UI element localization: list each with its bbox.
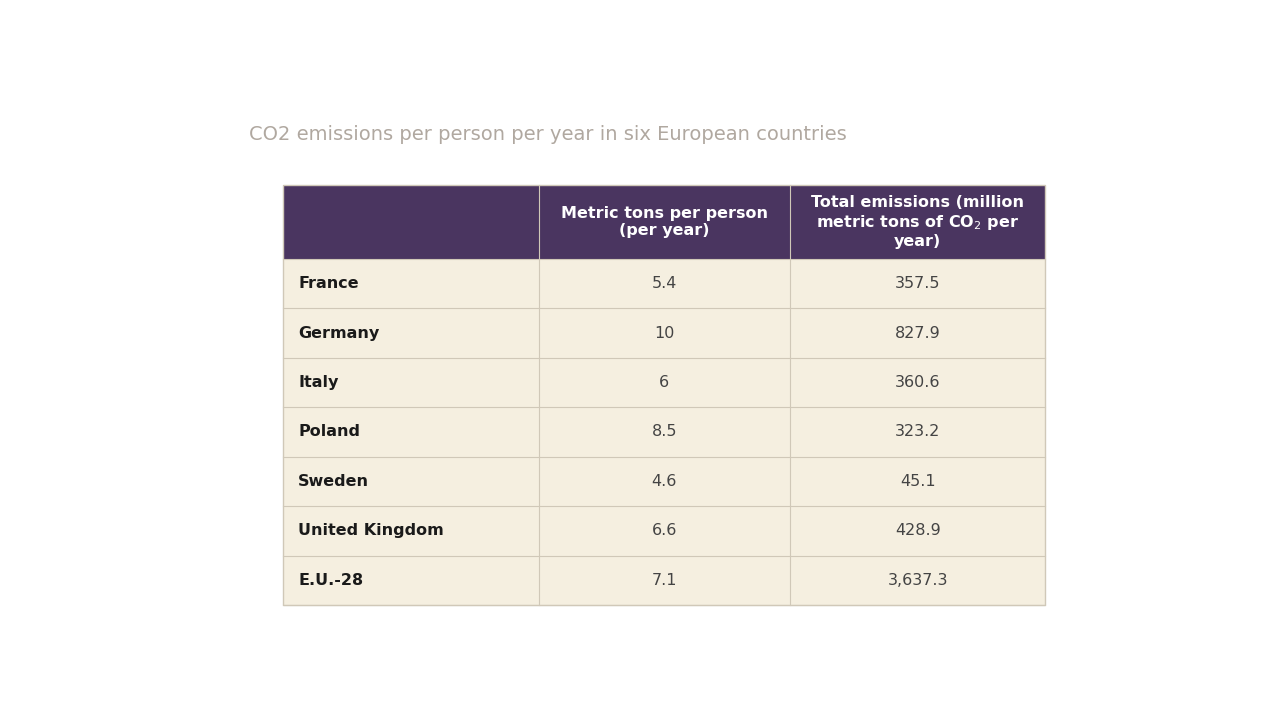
Text: Germany: Germany [299, 326, 379, 341]
Text: 827.9: 827.9 [895, 326, 941, 341]
Text: 357.5: 357.5 [895, 276, 940, 291]
Text: 6.6: 6.6 [651, 523, 677, 538]
Bar [539, 457, 790, 506]
Bar [539, 186, 790, 259]
Text: 4.6: 4.6 [651, 474, 677, 489]
Text: 428.9: 428.9 [895, 523, 941, 538]
Text: CO2 emissions per person per year in six European countries: CO2 emissions per person per year in six… [249, 125, 847, 143]
Text: 6: 6 [659, 375, 669, 390]
Bar [790, 457, 1046, 506]
Text: 10: 10 [654, 326, 674, 341]
Text: United Kingdom: United Kingdom [299, 523, 444, 538]
Text: 8.5: 8.5 [651, 424, 677, 440]
Bar [790, 407, 1046, 457]
Text: 45.1: 45.1 [900, 474, 936, 489]
Bar [539, 308, 790, 358]
Text: Sweden: Sweden [299, 474, 369, 489]
Bar [539, 259, 790, 308]
Bar [539, 358, 790, 407]
Text: Total emissions (million
metric tons of CO$_2$ per
year): Total emissions (million metric tons of … [811, 195, 1024, 250]
Bar [790, 308, 1046, 358]
Text: 360.6: 360.6 [895, 375, 940, 390]
Bar [539, 506, 790, 556]
Bar [790, 556, 1046, 605]
Text: E.U.-28: E.U.-28 [299, 573, 363, 588]
Bar [539, 556, 790, 605]
Bar [283, 259, 539, 308]
Text: 5.4: 5.4 [651, 276, 677, 291]
Bar [283, 407, 539, 457]
Bar [790, 186, 1046, 259]
Bar [790, 358, 1046, 407]
Bar [790, 506, 1046, 556]
Bar [283, 506, 539, 556]
Text: Poland: Poland [299, 424, 360, 440]
Bar [283, 358, 539, 407]
Bar [790, 259, 1046, 308]
Text: 7.1: 7.1 [651, 573, 677, 588]
Bar [283, 556, 539, 605]
Bar [283, 457, 539, 506]
Text: 323.2: 323.2 [895, 424, 940, 440]
Text: Metric tons per person
(per year): Metric tons per person (per year) [561, 206, 767, 238]
Text: 3,637.3: 3,637.3 [888, 573, 948, 588]
Text: Italy: Italy [299, 375, 338, 390]
Bar [283, 186, 1046, 605]
Bar [283, 186, 539, 259]
Bar [283, 308, 539, 358]
Text: France: France [299, 276, 359, 291]
Bar [539, 407, 790, 457]
